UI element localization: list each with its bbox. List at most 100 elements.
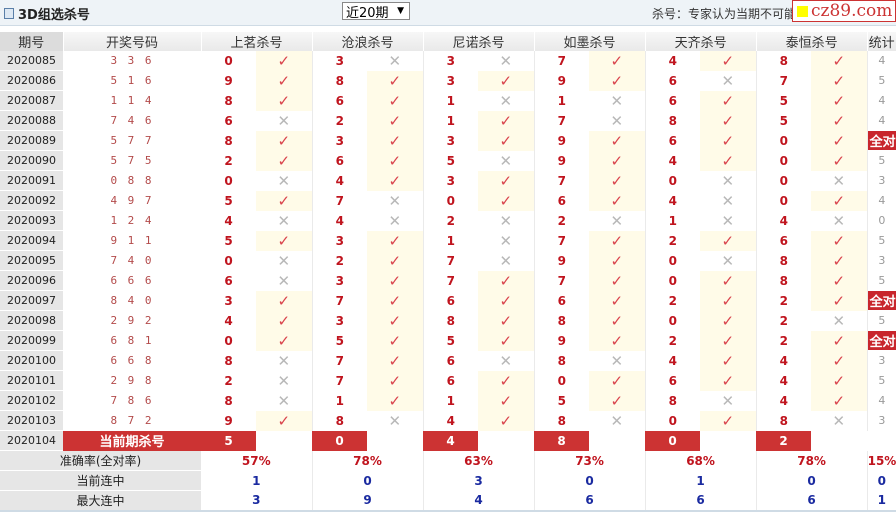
stat-cell: 5 <box>878 274 886 287</box>
site-logo[interactable]: cz89.com <box>792 0 896 22</box>
draw-numbers: 8 7 2 <box>110 414 154 427</box>
draw-numbers: 2 9 8 <box>110 374 154 387</box>
current-row: 2020104 当前期杀号 5 0 4 8 0 2 <box>0 430 896 451</box>
check-icon: ✓ <box>811 370 868 391</box>
kill-number: 7 <box>446 273 455 288</box>
check-icon: ✓ <box>478 130 535 151</box>
summary-row: 最大连中 3 9 4 6 6 6 1 <box>0 490 896 512</box>
check-icon: ✓ <box>589 270 646 291</box>
kill-number: 7 <box>335 353 344 368</box>
kill-number: 0 <box>668 173 677 188</box>
kill-number: 1 <box>335 393 344 408</box>
kill-number: 2 <box>668 293 677 308</box>
summary-value: 78% <box>312 450 424 471</box>
kill-number: 3 <box>446 173 455 188</box>
check-icon: ✓ <box>478 310 535 331</box>
period-select[interactable]: 近20期 ▼ <box>342 2 410 21</box>
check-icon: ✓ <box>478 190 535 211</box>
table-row: 2020095 7 4 0 0 ✕ 2 ✓ 7 ✕ 9 ✓ 0 ✕ 8 ✓ 3 <box>0 250 896 271</box>
summary-value: 78% <box>756 450 868 471</box>
summary-value: 1 <box>867 490 896 512</box>
empty-cell <box>256 431 312 451</box>
check-icon: ✓ <box>811 230 868 251</box>
check-icon: ✓ <box>478 390 535 411</box>
draw-numbers: 1 1 4 <box>110 94 154 107</box>
stat-cell: 3 <box>878 174 886 187</box>
stat-cell: 3 <box>878 414 886 427</box>
draw-numbers: 6 6 6 <box>110 274 154 287</box>
summary-value: 57% <box>201 450 313 471</box>
logo-square-icon <box>797 5 808 17</box>
check-icon: ✓ <box>367 90 424 111</box>
check-icon: ✓ <box>256 410 313 431</box>
summary-label: 最大连中 <box>0 490 201 512</box>
kill-number: 7 <box>557 233 566 248</box>
kill-number: 7 <box>335 193 344 208</box>
check-icon: ✓ <box>811 90 868 111</box>
check-icon: ✓ <box>367 150 424 171</box>
draw-numbers: 7 4 0 <box>110 254 154 267</box>
kill-number: 2 <box>335 253 344 268</box>
col-stat: 统计 <box>867 32 896 51</box>
kill-number: 8 <box>779 253 788 268</box>
check-icon: ✓ <box>367 170 424 191</box>
summary-value: 0 <box>877 473 887 488</box>
kill-number: 4 <box>668 353 677 368</box>
kill-number: 6 <box>557 193 566 208</box>
stat-cell: 4 <box>878 114 886 127</box>
check-icon: ✓ <box>367 370 424 391</box>
check-icon: ✓ <box>589 230 646 251</box>
cross-icon: ✕ <box>256 110 313 131</box>
kill-number: 7 <box>446 253 455 268</box>
kill-number: 8 <box>779 273 788 288</box>
kill-number: 4 <box>335 173 344 188</box>
kill-number: 4 <box>779 353 788 368</box>
summary-row: 准确率(全对率) 57% 78% 63% 73% 68% 78% 15% <box>0 450 896 471</box>
kill-number: 6 <box>557 293 566 308</box>
kill-number: 8 <box>335 73 344 88</box>
kill-number: 7 <box>557 53 566 68</box>
cross-icon: ✕ <box>256 390 313 411</box>
kill-number: 2 <box>446 213 455 228</box>
page-title: 3D组选杀号 <box>4 4 90 23</box>
summary-value: 4 <box>423 490 535 512</box>
kill-number: 8 <box>224 353 233 368</box>
kill-number: 2 <box>668 233 677 248</box>
table-row: 2020097 8 4 0 3 ✓ 7 ✓ 6 ✓ 6 ✓ 2 ✓ 2 ✓ 全对 <box>0 290 896 311</box>
kill-number: 6 <box>335 93 344 108</box>
check-icon: ✓ <box>367 230 424 251</box>
check-icon: ✓ <box>811 270 868 291</box>
kill-number: 8 <box>446 313 455 328</box>
check-icon: ✓ <box>478 410 535 431</box>
table-row: 2020099 6 8 1 0 ✓ 5 ✓ 5 ✓ 9 ✓ 2 ✓ 2 ✓ 全对 <box>0 330 896 351</box>
kill-number: 4 <box>668 53 677 68</box>
draw-numbers: 8 4 0 <box>110 294 154 307</box>
stat-cell: 全对 <box>867 291 896 311</box>
summary-value: 1 <box>201 470 313 491</box>
kill-number: 4 <box>779 393 788 408</box>
summary-row: 当前连中 1 0 3 0 1 0 0 <box>0 470 896 491</box>
col-draw: 开奖号码 <box>63 32 202 51</box>
check-icon: ✓ <box>367 70 424 91</box>
check-icon: ✓ <box>700 370 757 391</box>
check-icon: ✓ <box>811 350 868 371</box>
kill-number: 7 <box>779 73 788 88</box>
check-icon: ✓ <box>256 70 313 91</box>
check-icon: ✓ <box>700 410 757 431</box>
stat-cell: 0 <box>878 214 886 227</box>
cross-icon: ✕ <box>256 250 313 271</box>
table-header: 期号 开奖号码 上茗杀号 沧浪杀号 尼诺杀号 如墨杀号 天齐杀号 泰恒杀号 统计 <box>0 32 896 51</box>
kill-number: 8 <box>668 393 677 408</box>
check-icon: ✓ <box>589 370 646 391</box>
table-row: 2020103 8 7 2 9 ✓ 8 ✕ 4 ✓ 8 ✕ 0 ✓ 8 ✕ 3 <box>0 410 896 431</box>
kill-number: 2 <box>779 313 788 328</box>
table-row: 2020101 2 9 8 2 ✕ 7 ✓ 6 ✓ 0 ✓ 6 ✓ 4 ✓ 5 <box>0 370 896 391</box>
check-icon: ✓ <box>700 90 757 111</box>
check-icon: ✓ <box>811 70 868 91</box>
kill-number: 7 <box>335 373 344 388</box>
stat-cell: 4 <box>878 194 886 207</box>
cross-icon: ✕ <box>700 70 757 91</box>
summary-value: 6 <box>645 490 757 512</box>
summary-value: 0 <box>756 470 868 491</box>
check-icon: ✓ <box>256 51 313 71</box>
